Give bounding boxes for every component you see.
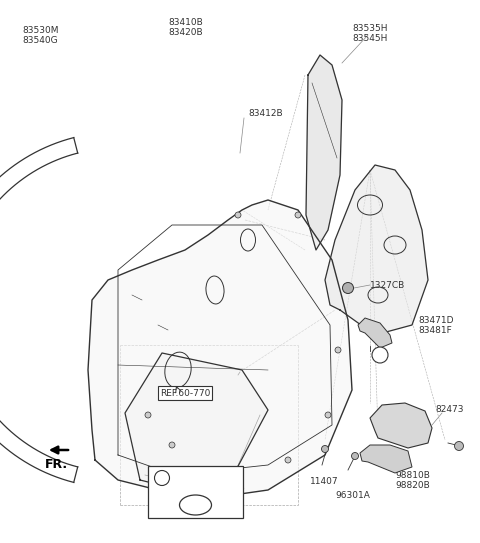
Polygon shape — [125, 353, 268, 500]
Polygon shape — [325, 165, 428, 335]
Text: 83540G: 83540G — [22, 35, 58, 45]
Text: 98820B: 98820B — [395, 481, 430, 489]
Circle shape — [455, 441, 464, 451]
Polygon shape — [360, 445, 412, 473]
Polygon shape — [306, 55, 342, 250]
Text: 11407: 11407 — [310, 477, 338, 487]
Text: 83530M: 83530M — [22, 26, 59, 35]
Circle shape — [325, 412, 331, 418]
Circle shape — [322, 445, 328, 452]
Text: 83420B: 83420B — [168, 28, 203, 36]
Circle shape — [351, 452, 359, 459]
Circle shape — [335, 347, 341, 353]
Text: 83412B: 83412B — [248, 109, 283, 117]
Polygon shape — [88, 200, 352, 500]
Text: 83545H: 83545H — [352, 34, 387, 42]
Circle shape — [235, 212, 241, 218]
Text: a: a — [159, 473, 165, 483]
Text: 82473: 82473 — [435, 406, 464, 414]
Polygon shape — [358, 318, 392, 348]
Circle shape — [372, 347, 388, 363]
Text: 98810B: 98810B — [395, 470, 430, 479]
Text: 96301A: 96301A — [335, 490, 370, 500]
Text: 83471D: 83471D — [418, 315, 454, 325]
Circle shape — [285, 457, 291, 463]
Text: a: a — [377, 350, 383, 359]
Text: 83410B: 83410B — [168, 17, 203, 27]
Circle shape — [209, 467, 215, 473]
Polygon shape — [370, 403, 432, 448]
Circle shape — [295, 212, 301, 218]
Circle shape — [169, 442, 175, 448]
Text: FR.: FR. — [45, 458, 68, 471]
Text: REF.60-770: REF.60-770 — [160, 388, 210, 397]
Text: 83481F: 83481F — [418, 325, 452, 334]
Bar — [148, 466, 243, 518]
Circle shape — [145, 412, 151, 418]
Text: 1731JE: 1731JE — [175, 473, 209, 483]
Circle shape — [343, 282, 353, 294]
Text: 83535H: 83535H — [352, 23, 387, 33]
Text: 1327CB: 1327CB — [370, 281, 405, 289]
